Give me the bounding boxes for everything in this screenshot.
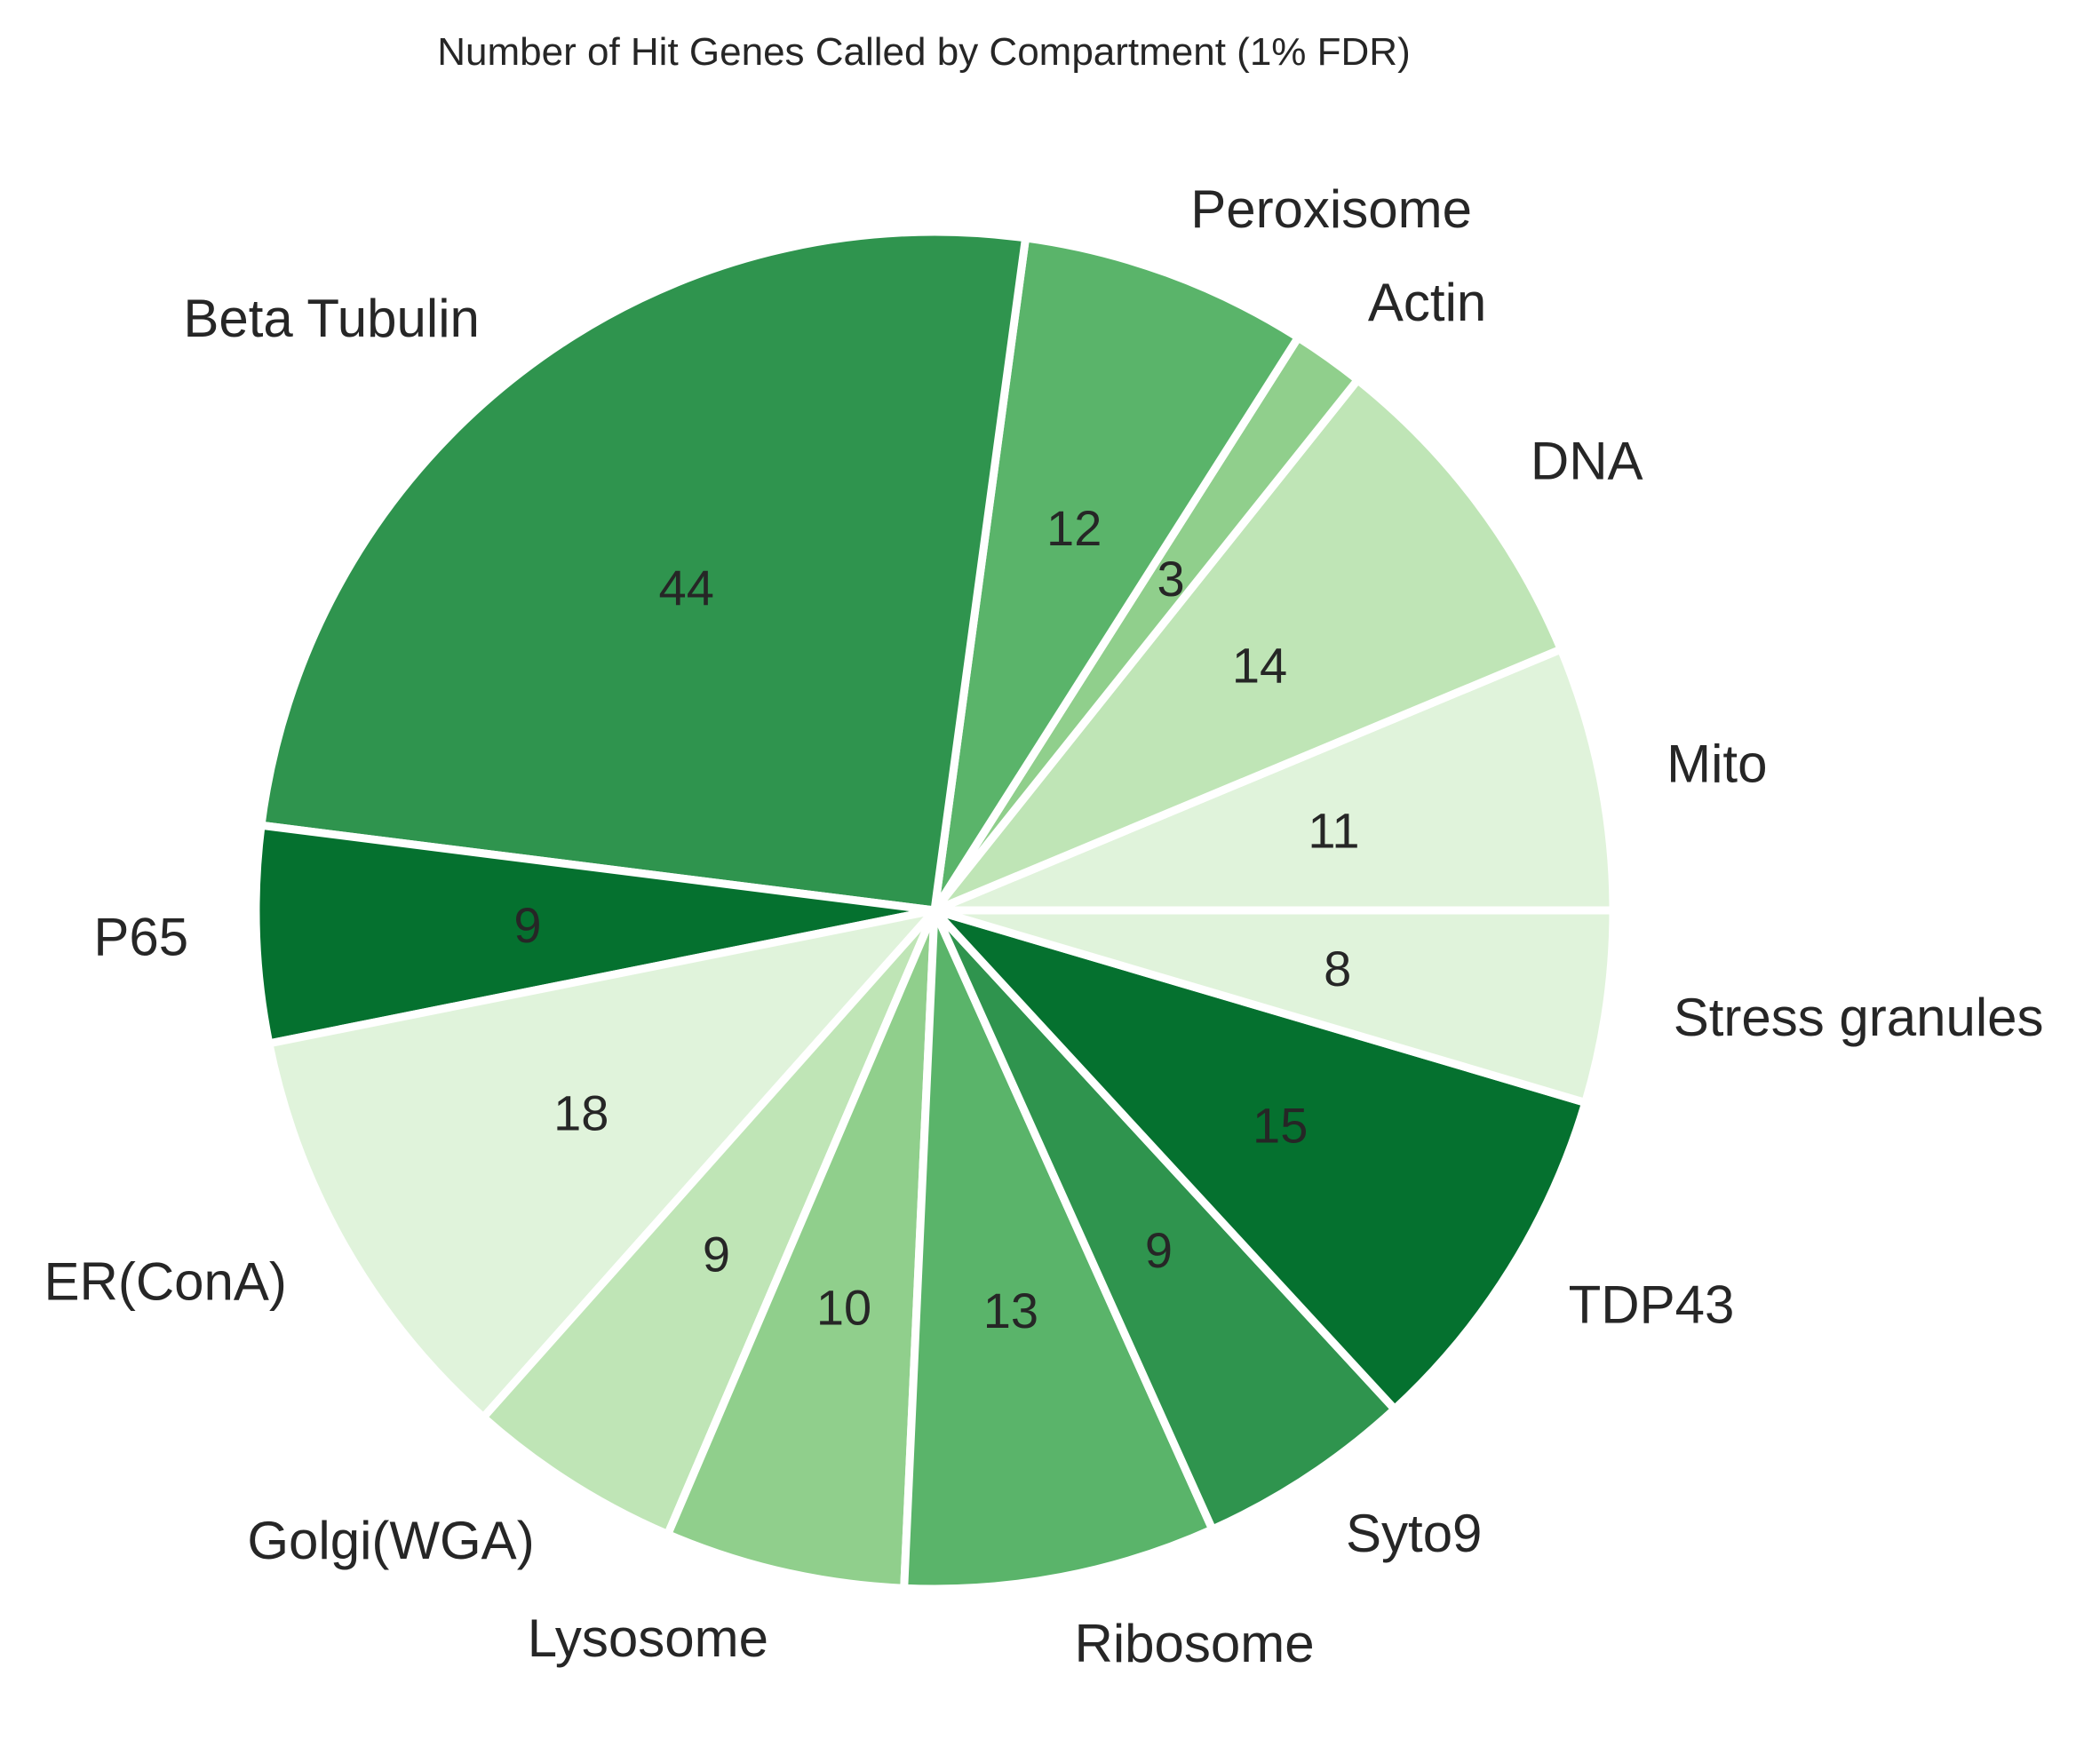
value-label-dna: 14 xyxy=(1232,637,1287,693)
slice-dna xyxy=(930,376,1565,915)
slice-label-golgi-wga: Golgi(WGA) xyxy=(247,1511,534,1570)
slice-beta-tubulin xyxy=(257,227,1030,915)
slice-label-tdp43: TDP43 xyxy=(1569,1275,1735,1334)
pie-value-labels: 11 14 3 12 44 9 18 9 10 13 9 15 8 xyxy=(513,500,1359,1338)
slice-label-peroxisome: Peroxisome xyxy=(1190,179,1472,239)
value-label-beta-tubulin: 44 xyxy=(659,560,714,615)
slice-stress-granules xyxy=(930,906,1618,1107)
slice-peroxisome xyxy=(930,234,1302,915)
value-label-ribosome: 13 xyxy=(983,1282,1038,1338)
value-label-mito: 11 xyxy=(1308,803,1359,859)
slice-tdp43 xyxy=(930,906,1590,1414)
slice-p65 xyxy=(251,821,939,1048)
value-label-syto9: 9 xyxy=(1145,1222,1173,1278)
value-label-tdp43: 15 xyxy=(1253,1098,1308,1154)
value-label-peroxisome: 12 xyxy=(1046,500,1102,556)
slice-lysosome xyxy=(664,906,939,1592)
value-label-er-cona: 18 xyxy=(553,1085,609,1141)
pie-slice-labels: Mito DNA Actin Peroxisome Beta Tubulin P65 ER(… xyxy=(44,179,2043,1673)
slice-label-dna: DNA xyxy=(1531,431,1643,490)
slice-label-mito: Mito xyxy=(1666,735,1767,794)
slice-golgi-wga xyxy=(479,906,939,1539)
value-label-actin: 3 xyxy=(1157,551,1185,607)
value-label-golgi-wga: 9 xyxy=(703,1227,730,1282)
slice-label-beta-tubulin: Beta Tubulin xyxy=(183,289,480,348)
slice-label-lysosome: Lysosome xyxy=(528,1608,768,1668)
slice-er-cona xyxy=(265,906,939,1422)
slice-label-stress-granules: Stress granules xyxy=(1674,988,2044,1047)
slice-label-syto9: Syto9 xyxy=(1346,1504,1482,1563)
chart-title: Number of Hit Genes Called by Compartmen… xyxy=(437,30,1410,74)
slice-mito xyxy=(930,645,1618,915)
slice-ribosome xyxy=(900,906,1217,1593)
value-label-p65: 9 xyxy=(513,897,541,953)
value-label-lysosome: 10 xyxy=(816,1279,871,1335)
slice-label-er-cona: ER(ConA) xyxy=(44,1252,286,1312)
value-label-stress-granules: 8 xyxy=(1324,941,1351,997)
slice-label-ribosome: Ribosome xyxy=(1075,1614,1315,1673)
slice-syto9 xyxy=(930,906,1399,1534)
slice-label-actin: Actin xyxy=(1368,273,1486,332)
slice-label-p65: P65 xyxy=(93,908,188,967)
pie-slices xyxy=(251,227,1618,1593)
